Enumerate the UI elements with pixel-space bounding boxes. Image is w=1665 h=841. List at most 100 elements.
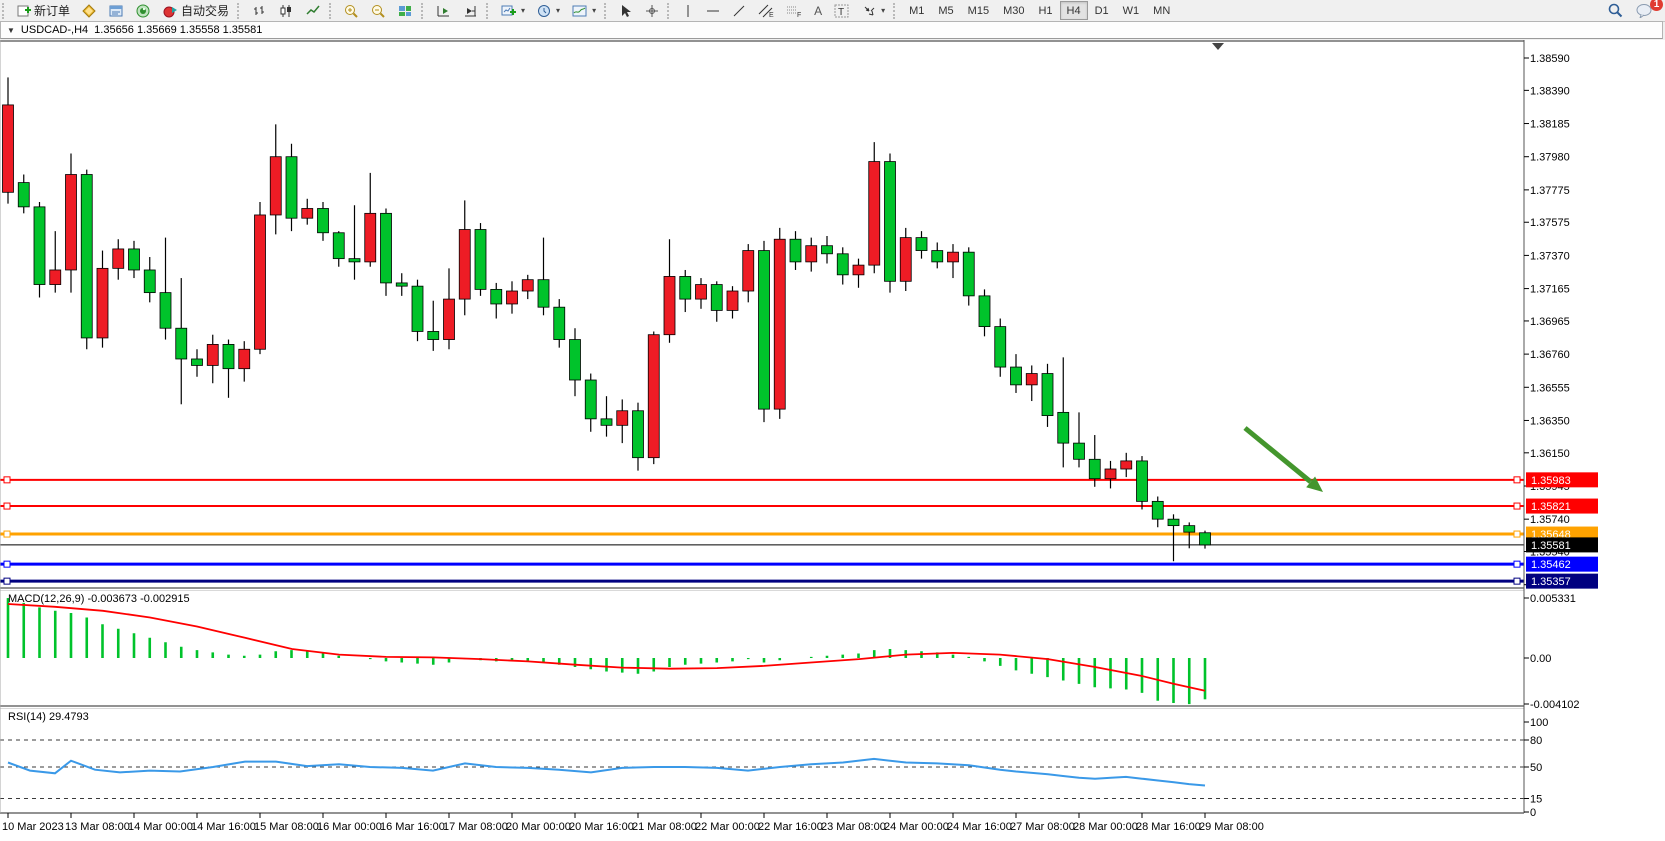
candle-body [2, 104, 14, 193]
chart-caption-bar[interactable]: ▼ USDCAD-,H4 1.35656 1.35669 1.35558 1.3… [0, 21, 1663, 39]
candle-body [569, 339, 581, 381]
fibonacci-button[interactable]: F [781, 1, 807, 21]
horizontal-line-1.35983[interactable] [0, 476, 1524, 484]
timeframe-button-m30[interactable]: M30 [1003, 4, 1025, 17]
candlestick-chart-button[interactable] [274, 1, 299, 21]
label-tool-button[interactable]: T [829, 1, 855, 21]
line-handle-left[interactable] [3, 476, 11, 484]
line-handle-left[interactable] [3, 560, 11, 568]
horizontal-line-1.35357[interactable] [0, 577, 1524, 585]
price-tick-label: 1.36760 [1530, 349, 1570, 361]
timeframe-button-h4[interactable]: H4 [1059, 1, 1088, 20]
candle-51 [805, 237, 818, 272]
candle-body [1183, 525, 1196, 533]
horizontal-line-1.35462[interactable] [0, 560, 1524, 568]
crosshair-button[interactable] [640, 1, 664, 21]
candle-body [616, 410, 629, 426]
chevron-down-icon: ▾ [592, 6, 597, 15]
text-tool-button[interactable]: A [809, 1, 827, 21]
tile-windows-button[interactable] [393, 1, 418, 21]
new-chart-button[interactable]: ▾ [496, 1, 530, 21]
rsi-line [7, 757, 1206, 787]
line-price-label-text: 1.35357 [1531, 576, 1571, 588]
market-watch-button[interactable] [77, 1, 102, 21]
trend-arrow-annotation[interactable] [1243, 426, 1323, 492]
vertical-line-button[interactable] [677, 1, 699, 21]
candle-18 [285, 143, 298, 232]
new-order-button[interactable]: 新订单 [12, 1, 75, 21]
timeframe-button-w1[interactable]: W1 [1122, 4, 1140, 17]
navigator-button[interactable] [131, 1, 156, 21]
line-chart-button[interactable] [301, 1, 326, 21]
candle-body [1151, 500, 1164, 520]
horizontal-line-button[interactable] [701, 1, 725, 21]
data-window-button[interactable] [104, 1, 129, 21]
horizontal-line-1.35821[interactable] [0, 502, 1524, 510]
candle-47 [742, 244, 755, 303]
chart-shift-button[interactable] [458, 1, 483, 21]
line-handle-left[interactable] [3, 502, 11, 510]
line-price-label-bg [1526, 556, 1598, 572]
timeframe-button-h1[interactable]: H1 [1038, 4, 1053, 17]
toolbar-separator [486, 2, 493, 19]
timeframe-button-d1[interactable]: D1 [1094, 4, 1109, 17]
trendline-icon [733, 5, 745, 16]
line-handle-left[interactable] [3, 577, 11, 585]
arrows-tool-button[interactable]: ▾ [857, 1, 890, 21]
candle-body [915, 237, 928, 251]
chart-shift-icon [465, 5, 477, 16]
candle-60 [947, 244, 959, 279]
macd-indicator-label: MACD(12,26,9) -0.003673 -0.002915 [8, 593, 190, 605]
toolbar-group-chart-type [246, 0, 327, 21]
candle-body [65, 174, 77, 271]
candle-0 [2, 77, 14, 204]
timeframe-button-mn[interactable]: MN [1153, 4, 1171, 17]
trendline-button[interactable] [727, 1, 751, 21]
candle-body [758, 250, 770, 410]
equidistant-channel-icon: E [758, 4, 774, 18]
search-button[interactable] [1603, 1, 1629, 21]
toolbar-drag-handle[interactable] [2, 2, 9, 19]
chart-area[interactable]: 1.38590 1.38390 1.38185 1.37980 1.37775 1.375… [0, 40, 1665, 841]
line-handle-right[interactable] [1513, 577, 1521, 585]
cursor-button[interactable] [614, 1, 638, 21]
line-handle-right[interactable] [1513, 476, 1521, 484]
candle-body [584, 379, 597, 420]
candle-70 [1104, 460, 1117, 489]
candle-43 [679, 269, 692, 313]
bar-chart-button[interactable] [247, 1, 272, 21]
notification-badge: 1 [1650, 0, 1663, 11]
line-handle-right[interactable] [1513, 530, 1521, 538]
time-axis-label: 23 Mar 08:00 [821, 821, 886, 833]
toolbar-separator [329, 2, 336, 19]
timeframe-button-m15[interactable]: M15 [967, 4, 990, 17]
line-handle-right[interactable] [1513, 560, 1521, 568]
time-axis-label: 10 Mar 2023 [2, 821, 64, 833]
template-button[interactable]: ▾ [567, 1, 601, 21]
candle-21 [332, 231, 345, 267]
candle-body [947, 251, 959, 263]
timeframe-button-m5[interactable]: M5 [938, 4, 954, 17]
line-handle-right[interactable] [1513, 502, 1521, 510]
chat-button[interactable]: 1 [1631, 0, 1663, 21]
candle-36 [569, 328, 581, 397]
chart-shift-marker[interactable] [1212, 43, 1224, 50]
auto-scroll-button[interactable] [431, 1, 456, 21]
label-tool-icon: T [834, 4, 849, 18]
candle-body [458, 229, 471, 300]
data-window-icon [109, 5, 123, 16]
candle-50 [789, 231, 802, 270]
price-tick-label: 1.37370 [1530, 250, 1570, 262]
zoom-out-button[interactable] [366, 1, 391, 21]
horizontal-line-1.35648[interactable] [0, 530, 1524, 538]
macd-scale-label: -0.004102 [1530, 699, 1580, 711]
timeframe-button-m1[interactable]: M1 [909, 4, 925, 17]
period-button[interactable]: ▾ [532, 1, 565, 21]
autotrade-button[interactable]: 自动交易 [158, 1, 234, 21]
line-handle-left[interactable] [3, 530, 11, 538]
line-price-label-1.35357: 1.35357 [1526, 573, 1598, 589]
equidistant-channel-button[interactable]: E [753, 1, 779, 21]
search-icon [1608, 3, 1623, 18]
zoom-in-button[interactable] [339, 1, 364, 21]
caption-collapse-icon[interactable]: ▼ [7, 25, 15, 35]
